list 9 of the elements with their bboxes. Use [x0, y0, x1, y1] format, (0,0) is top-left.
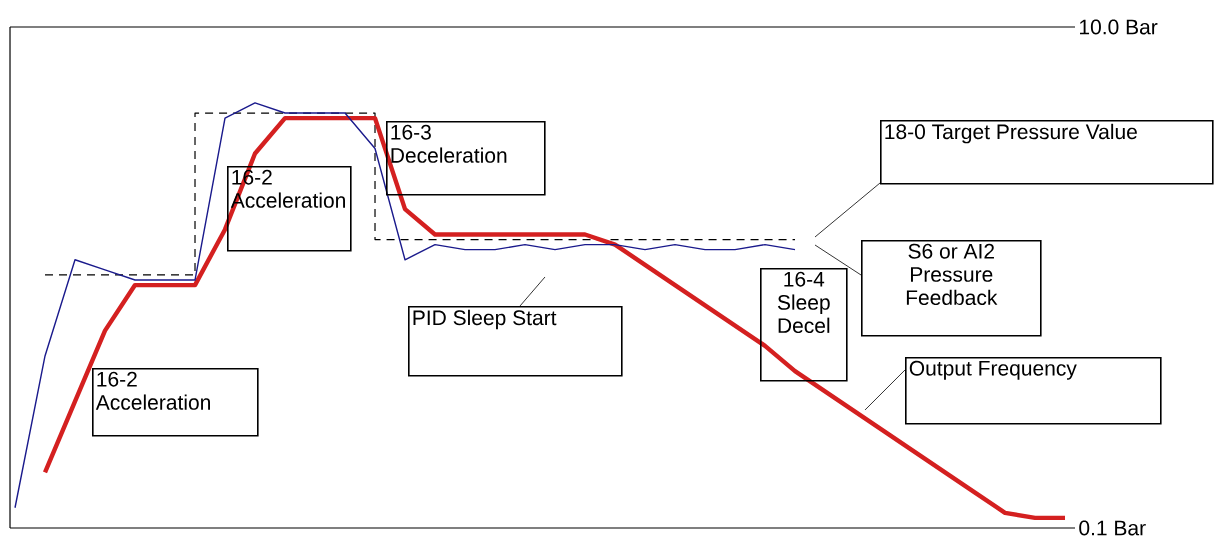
- annotation: 16-4 Sleep Decel: [777, 271, 830, 334]
- annotation: 16-2 Acceleration: [95, 371, 210, 410]
- annotation: 16-3 Deceleration: [391, 124, 507, 163]
- annotation: 18-0 Target Pressure Value: [885, 123, 1137, 144]
- annotation: S6 or AI2 Pressure Feedback: [906, 243, 998, 306]
- annotation: PID Sleep Start: [413, 309, 557, 330]
- y-tick-label: 10.0 Bar: [1080, 19, 1158, 35]
- y-tick-label: 0.1 Bar: [1079, 520, 1146, 536]
- annotation: Output Frequency: [909, 360, 1077, 380]
